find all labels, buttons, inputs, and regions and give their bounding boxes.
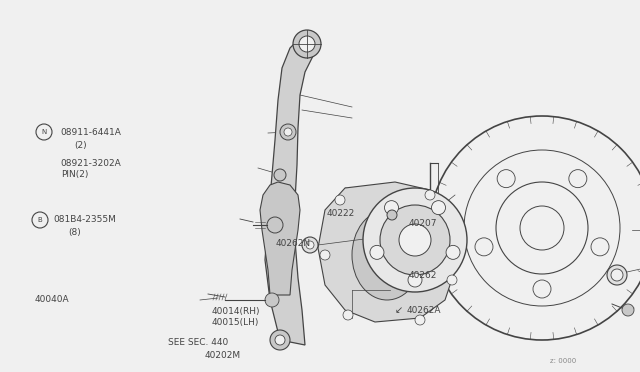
Circle shape [591,238,609,256]
Circle shape [464,150,620,306]
Circle shape [569,170,587,187]
Text: 40015(LH): 40015(LH) [211,318,259,327]
Text: B: B [38,217,42,223]
Circle shape [497,170,515,187]
Circle shape [385,201,399,215]
Circle shape [447,275,457,285]
Circle shape [265,293,279,307]
Text: 08911-6441A: 08911-6441A [61,128,122,137]
Circle shape [425,190,435,200]
Circle shape [611,269,623,281]
Circle shape [280,124,296,140]
Circle shape [270,330,290,350]
Circle shape [299,36,315,52]
Circle shape [320,250,330,260]
Circle shape [293,30,321,58]
Circle shape [274,169,286,181]
Circle shape [32,212,48,228]
Text: 40262A: 40262A [406,306,441,315]
Text: ↙: ↙ [394,306,403,315]
Polygon shape [260,182,300,295]
Text: PIN(2): PIN(2) [61,170,88,179]
Circle shape [622,304,634,316]
Text: (8): (8) [68,228,81,237]
Circle shape [284,128,292,136]
Circle shape [302,237,318,253]
Circle shape [399,224,431,256]
Circle shape [275,335,285,345]
Text: z: 0000: z: 0000 [550,358,577,364]
Circle shape [363,188,467,292]
Text: 40262N: 40262N [275,239,310,248]
Circle shape [387,210,397,220]
Circle shape [335,195,345,205]
Text: 40262: 40262 [408,271,436,280]
Circle shape [607,265,627,285]
Polygon shape [265,36,316,345]
Circle shape [380,205,450,275]
Text: 081B4-2355M: 081B4-2355M [53,215,116,224]
Circle shape [430,116,640,340]
Polygon shape [318,182,455,322]
Circle shape [475,238,493,256]
Circle shape [496,182,588,274]
Text: 08921-3202A: 08921-3202A [61,159,122,168]
Circle shape [267,217,283,233]
Text: (2): (2) [74,141,87,150]
Text: 40014(RH): 40014(RH) [211,307,260,316]
Text: 40202M: 40202M [205,351,241,360]
Text: 40040A: 40040A [35,295,69,304]
Text: 40207: 40207 [408,219,437,228]
Circle shape [431,201,445,215]
Text: SEE SEC. 440: SEE SEC. 440 [168,338,228,347]
Circle shape [533,280,551,298]
Circle shape [370,246,384,259]
Circle shape [446,246,460,259]
Circle shape [415,315,425,325]
Circle shape [306,241,314,249]
Circle shape [36,124,52,140]
Text: 40222: 40222 [326,209,355,218]
Text: N: N [42,129,47,135]
Circle shape [520,206,564,250]
Circle shape [408,273,422,287]
Ellipse shape [352,210,422,300]
Circle shape [343,310,353,320]
